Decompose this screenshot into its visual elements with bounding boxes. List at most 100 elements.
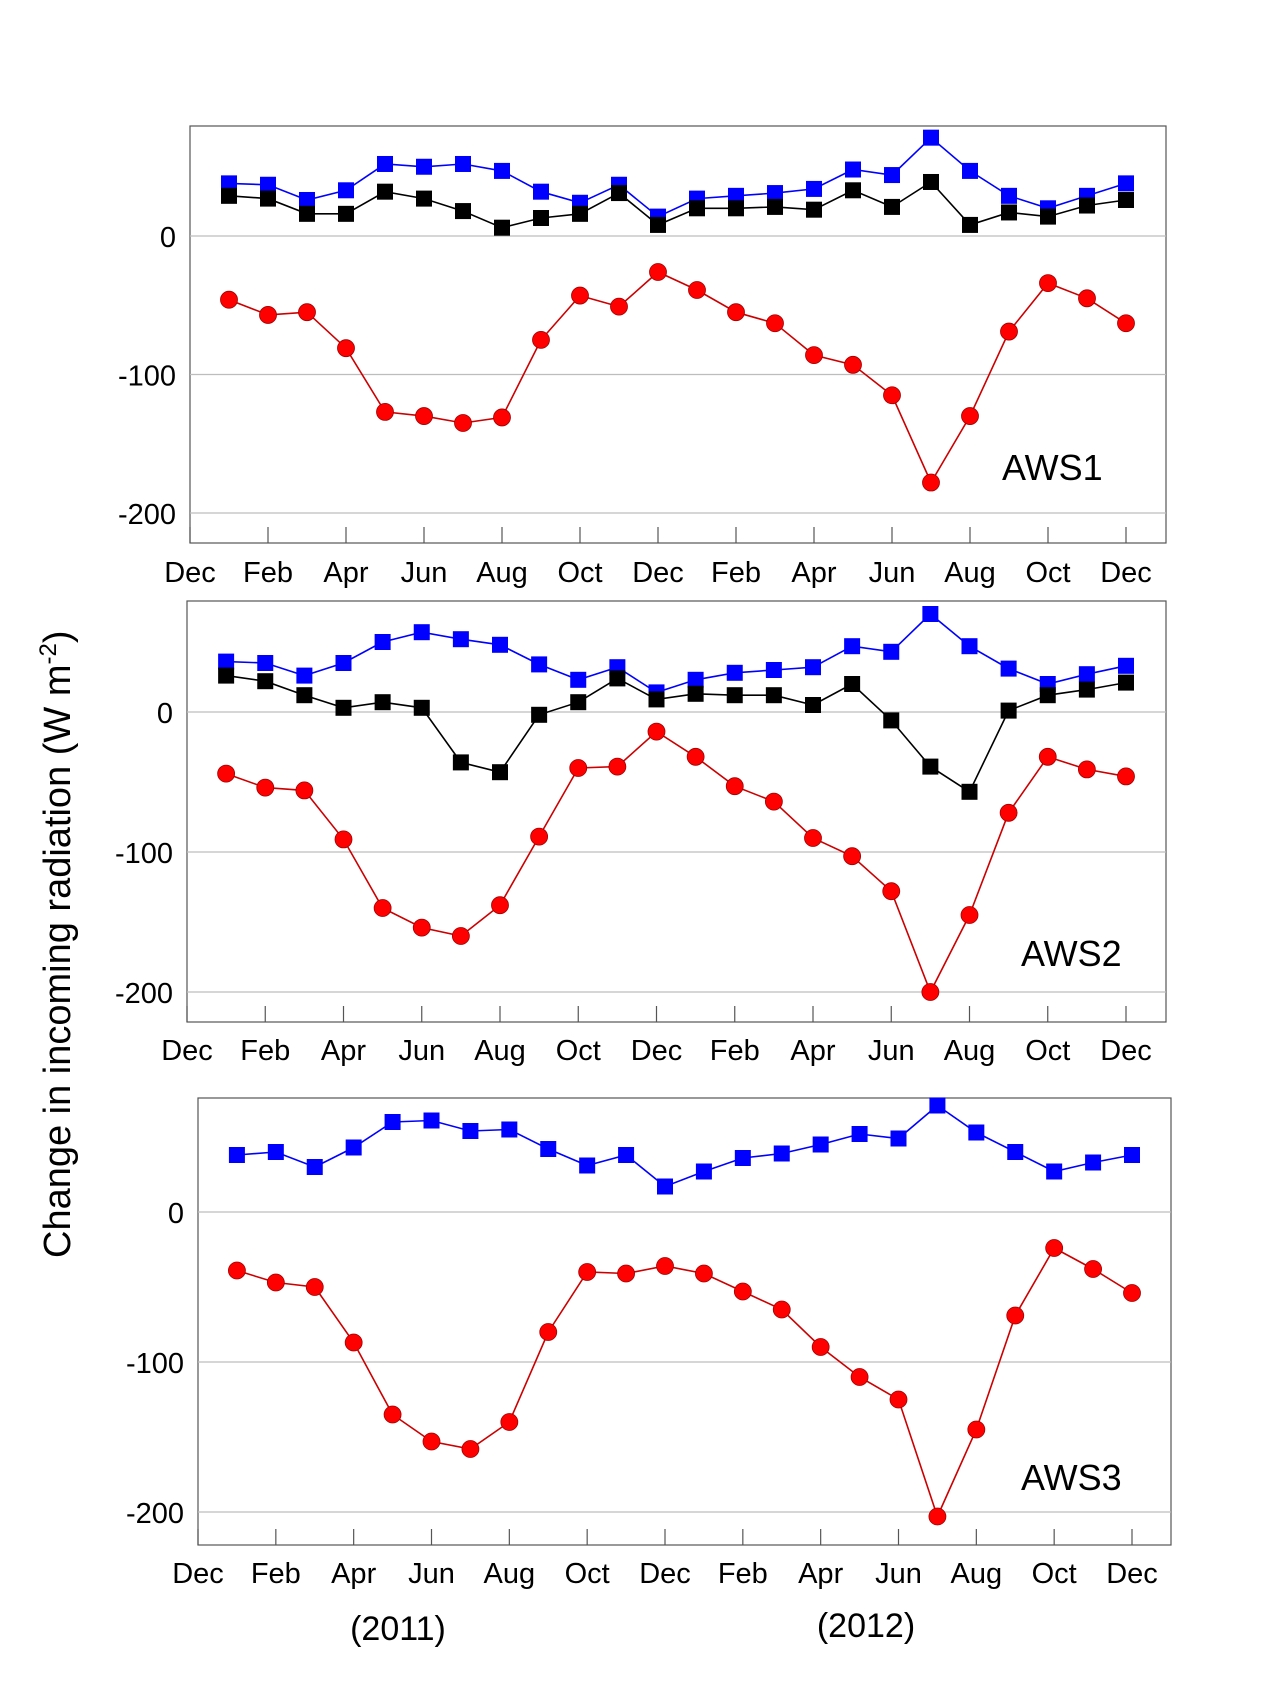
y-axis-label-superscript: -2 — [35, 643, 62, 664]
panel-1-red-point — [805, 346, 823, 365]
panel-1-red-point — [376, 402, 394, 421]
panel-2-x-tick-label: Jun — [398, 1035, 445, 1067]
panel-1-black-point — [650, 216, 666, 233]
panel-1-blue-point — [728, 187, 744, 204]
panel-label-aws3: AWS3 — [1021, 1457, 1122, 1498]
panel-2-red-point — [295, 781, 314, 800]
panel-2-blue-point — [961, 638, 978, 655]
panel-3-red-point — [617, 1264, 635, 1283]
panel-2-red-point — [451, 927, 470, 945]
panel-1-black-point — [923, 173, 939, 190]
panel-3-red-point — [889, 1390, 908, 1409]
panel-1-x-tick-label: Dec — [632, 557, 684, 589]
panel-1-black-point — [416, 190, 432, 207]
panel-1-series-red-line — [228, 271, 1127, 485]
panel-3-red-point — [967, 1420, 986, 1439]
panel-aws3-frame — [197, 1097, 1172, 1546]
panel-1-black-point — [767, 198, 783, 215]
year-label-2011: (2011) — [350, 1610, 446, 1648]
y-axis-label-close: ) — [37, 631, 79, 644]
panel-3-red-point — [228, 1261, 246, 1280]
panel-2-red-point — [999, 803, 1018, 822]
panel-3-blue-point — [890, 1130, 907, 1147]
panel-3-x-tick-label: Feb — [251, 1558, 301, 1590]
panel-2-blue-point — [883, 643, 900, 660]
panel-1-x-tick-label: Feb — [243, 557, 293, 589]
panel-1-red-point — [337, 339, 355, 358]
panel-label-aws1: AWS1 — [1002, 447, 1103, 488]
panel-2-black-point — [335, 699, 352, 716]
panel-1-black-point — [845, 182, 861, 199]
panel-1-x-tick-label: Feb — [711, 557, 761, 589]
panel-1-blue-point — [884, 167, 900, 184]
panel-1-black-point — [962, 216, 978, 233]
panel-2-red-point — [647, 722, 666, 741]
panel-3-x-tick-label: Jun — [408, 1558, 455, 1590]
panel-3-blue-point — [929, 1097, 946, 1114]
panel-3-blue-point — [1007, 1144, 1024, 1160]
panel-1-red-point — [1117, 314, 1135, 333]
panel-1-black-point — [338, 205, 354, 222]
panel-3-blue-point — [306, 1159, 323, 1175]
panel-3-x-tick-label: Dec — [172, 1558, 224, 1590]
panel-3-red-point — [695, 1264, 713, 1283]
panel-1-red-point — [1039, 274, 1057, 292]
panel-3-y-tick-label: -100 — [126, 1348, 184, 1380]
panel-1-red-point — [493, 408, 511, 427]
panel-2-series-red-line — [225, 730, 1127, 994]
panel-2-red-point — [412, 918, 431, 937]
panel-2-red-point — [334, 830, 353, 849]
panel-1-red-point — [571, 286, 589, 305]
panel-3-x-tick-label: Dec — [639, 1558, 691, 1590]
panel-2-y-tick-label: -100 — [115, 838, 173, 870]
panel-1-blue-point — [962, 162, 978, 179]
panel-aws2-frame — [186, 600, 1167, 1023]
panel-2-red-point — [530, 827, 549, 846]
panel-2-black-point — [452, 754, 469, 771]
panel-2-red-point — [921, 983, 940, 1001]
panel-1-red-point — [454, 414, 472, 432]
panel-2-black-point — [648, 691, 665, 708]
panel-1-x-tick-label: Dec — [164, 557, 216, 589]
panel-2-red-point — [569, 759, 588, 777]
panel-2-x-tick-label: Apr — [321, 1035, 366, 1067]
panel-3-blue-point — [851, 1126, 868, 1142]
panel-3-red-point — [1123, 1284, 1141, 1302]
panel-1-red-point — [298, 303, 316, 322]
panel-1-blue-point — [1118, 175, 1134, 192]
panel-2-blue-point — [257, 655, 274, 671]
panel-2-blue-point — [1000, 660, 1017, 677]
panel-2-x-tick-label: Dec — [631, 1035, 683, 1067]
panel-2-x-tick-label: Jun — [868, 1035, 915, 1067]
panel-2-blue-point — [922, 606, 939, 622]
panel-1-red-point — [844, 355, 862, 374]
panel-3-x-tick-label: Aug — [951, 1558, 1003, 1590]
panel-1-x-tick-label: Oct — [557, 557, 602, 589]
panel-3-red-point — [305, 1278, 324, 1296]
panel-2-black-point — [1039, 687, 1056, 704]
panel-aws1-frame — [189, 125, 1167, 544]
panel-3-y-tick-label: 0 — [168, 1198, 184, 1230]
panel-2-black-point — [257, 673, 274, 690]
panel-3-red-point — [928, 1507, 947, 1526]
panel-2-x-tick-label: Dec — [1100, 1035, 1152, 1067]
panel-3-red-point — [500, 1413, 519, 1431]
panel-1-black-point — [689, 200, 705, 217]
panel-2-black-point — [531, 706, 548, 723]
panel-1-blue-point — [338, 182, 354, 199]
panel-1-blue-point — [377, 155, 393, 172]
panel-3-x-tick-label: Jun — [875, 1558, 922, 1590]
panel-2-black-point — [609, 670, 626, 687]
panel-1-y-tick-label: -200 — [118, 499, 176, 531]
panel-1-x-tick-label: Oct — [1025, 557, 1070, 589]
panel-2-red-point — [804, 829, 822, 847]
panel-3-red-point — [383, 1405, 402, 1424]
panel-3-blue-point — [968, 1124, 985, 1141]
panel-2-black-point — [844, 676, 861, 692]
panel-1-y-tick-label: -100 — [118, 361, 176, 393]
panel-1-black-point — [299, 205, 315, 222]
panel-2-black-point — [922, 758, 939, 775]
panel-1-red-point — [532, 330, 550, 349]
panel-3-red-point — [772, 1300, 791, 1319]
